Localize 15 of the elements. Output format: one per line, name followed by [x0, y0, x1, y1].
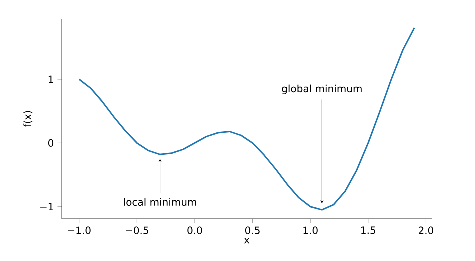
y-axis-title: f(x)	[24, 111, 33, 128]
line-series	[78, 27, 416, 211]
x-tick-label: 1.0	[304, 226, 318, 234]
annotation: global minimum	[282, 84, 362, 95]
x-tick-label: 0.0	[188, 226, 202, 234]
x-tick-label: 1.5	[362, 226, 376, 234]
x-axis-title: x	[244, 238, 250, 244]
x-tick-label: 2.0	[419, 226, 434, 234]
x-tick-label: −0.5	[126, 226, 148, 234]
x-tick-label: −1.0	[68, 226, 91, 234]
y-tick-label: −1	[40, 203, 54, 211]
annotation: local minimum	[124, 198, 196, 206]
y-tick-label: 1	[48, 76, 54, 84]
x-tick-label: 0.5	[245, 226, 260, 234]
y-tick-label: 0	[48, 139, 54, 147]
